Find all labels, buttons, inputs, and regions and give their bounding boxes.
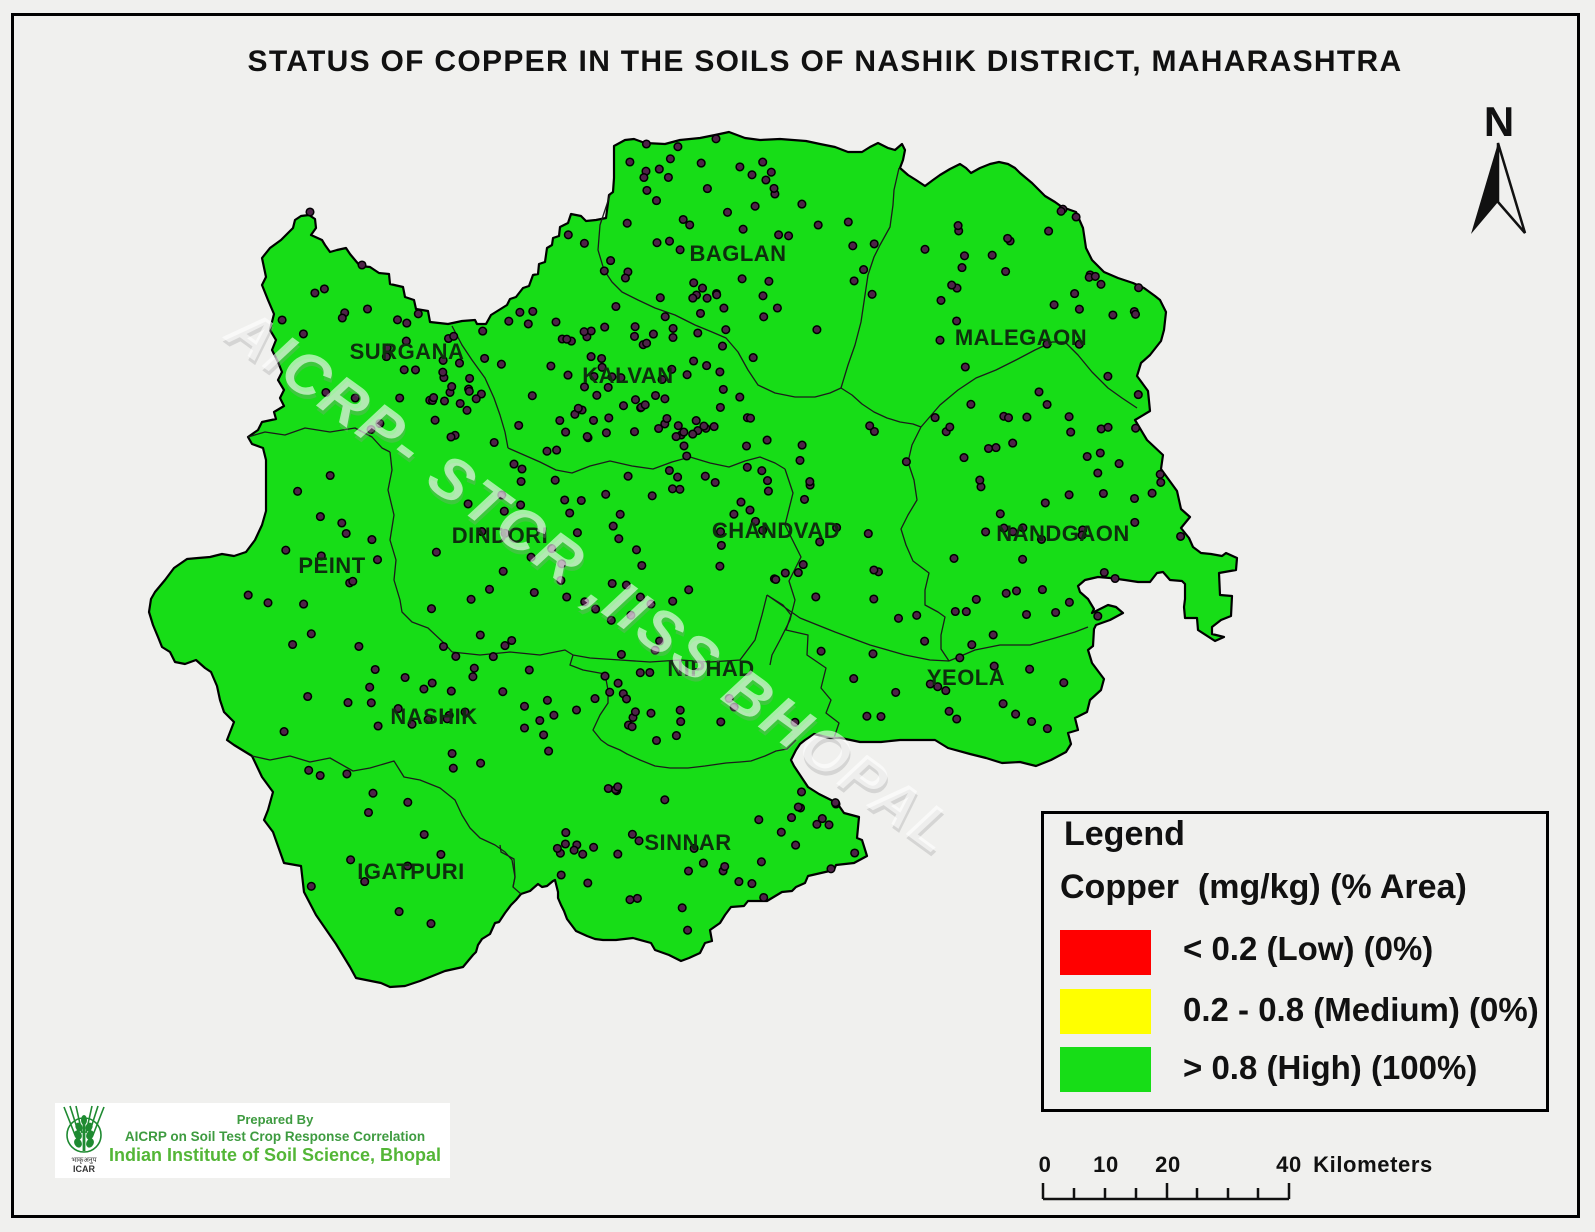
svg-text:NASHIK: NASHIK <box>390 704 477 729</box>
svg-text:ICAR: ICAR <box>73 1164 95 1174</box>
svg-text:BAGLAN: BAGLAN <box>689 241 786 266</box>
svg-text:DINDORI: DINDORI <box>452 523 548 548</box>
svg-text:40: 40 <box>1276 1152 1302 1177</box>
svg-text:N: N <box>1484 98 1514 145</box>
svg-text:0: 0 <box>1039 1152 1052 1177</box>
svg-text:SINNAR: SINNAR <box>644 830 731 855</box>
svg-text:भाकृअनुप: भाकृअनुप <box>71 1157 97 1164</box>
svg-text:NANDGAON: NANDGAON <box>996 521 1130 546</box>
svg-text:CHANDVAD: CHANDVAD <box>712 518 840 543</box>
svg-text:NIPHAD: NIPHAD <box>667 656 754 681</box>
svg-text:YEOLA: YEOLA <box>927 665 1005 690</box>
svg-text:Kilometers: Kilometers <box>1313 1152 1433 1177</box>
svg-text:MALEGAON: MALEGAON <box>955 325 1087 350</box>
svg-text:PEINT: PEINT <box>298 553 365 578</box>
svg-text:20: 20 <box>1155 1152 1181 1177</box>
svg-text:KALVAN: KALVAN <box>582 363 673 388</box>
svg-text:SURGANA: SURGANA <box>350 339 465 364</box>
svg-text:10: 10 <box>1093 1152 1119 1177</box>
svg-text:IGATPURI: IGATPURI <box>357 859 464 884</box>
